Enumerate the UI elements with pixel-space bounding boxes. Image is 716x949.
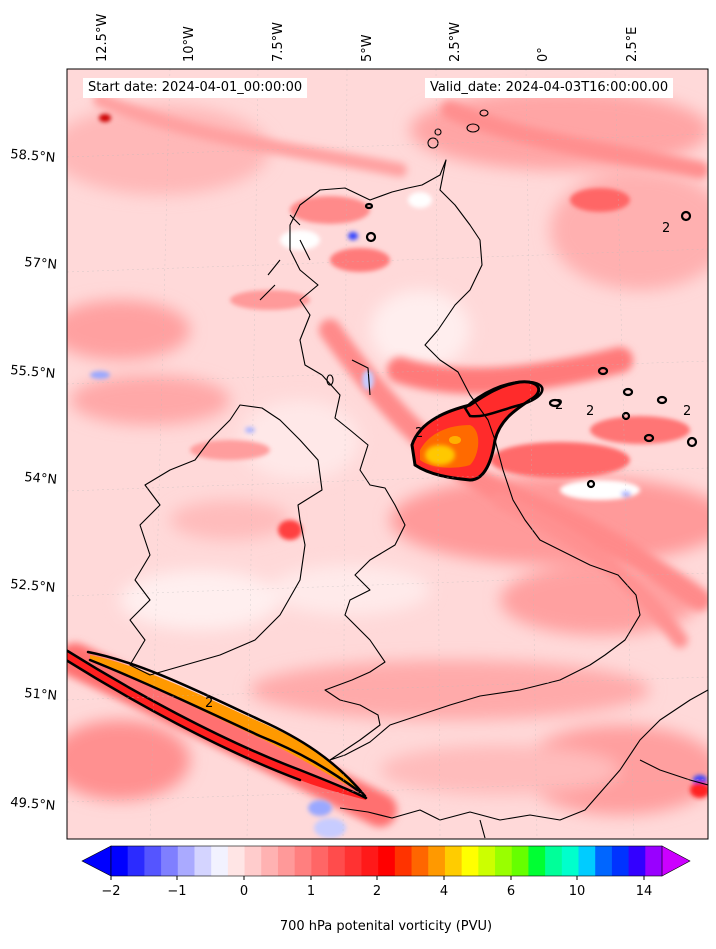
contour-label: 2 [662,221,670,236]
graticule [67,69,708,839]
colorbar-segment [645,846,663,876]
colorbar-tick-label: −1 [167,884,186,899]
colorbar-segment [227,846,246,876]
colorbar-tick-label: 6 [507,884,515,899]
contour-labels: 2 2 2 2 2 2 [205,221,691,711]
pv-small-features [90,114,708,838]
colorbar-extend-max [661,845,691,877]
lat-tick-label: 54°N [24,470,58,488]
colorbar-tick-label: 14 [636,884,653,899]
colorbar-segment [561,846,580,876]
colorbar-segment [111,846,129,876]
colorbar-segment [344,846,362,876]
map-frame [66,68,709,840]
colorbar-segment [311,846,329,876]
colorbar-segment [428,846,446,876]
colorbar-segment [444,846,463,876]
colorbar-segment [511,846,529,876]
contour-label: 2 [586,404,594,419]
colorbar-segment [528,846,546,876]
contour-label: 2 [555,398,563,413]
start-date-annotation: Start date: 2024-04-01_00:00:00 [83,78,308,98]
lat-tick-label: 58.5°N [10,147,56,166]
colorbar-tick-label: −2 [101,884,120,899]
map-area[interactable]: 2 2 2 2 2 2 [50,69,716,839]
colorbar-segment [394,846,413,876]
colorbar-segment [328,846,346,876]
colorbar-segment [361,846,379,876]
colorbar-tick-label: 4 [440,884,448,899]
pv-maximum-northern-england [410,380,544,482]
lat-tick-label: 55.5°N [10,363,56,382]
colorbar-segment [378,846,396,876]
colorbar-tick-label: 10 [569,884,586,899]
colorbar-outline [110,845,663,877]
colorbar-ticks: −2 −1 0 1 2 4 6 10 14 [101,876,652,899]
colorbar-segment [411,846,429,876]
lon-tick-label: 2.5°E [625,27,640,62]
colorbar-tick-label: 1 [307,884,315,899]
pv-contour-cells [364,202,698,489]
colorbar-label: 700 hPa potenital vorticity (PVU) [279,919,493,934]
coastlines [129,109,708,839]
lon-tick-label: 2.5°W [448,22,463,62]
colorbar-segment [161,846,179,876]
colorbar-tick-label: 0 [240,884,248,899]
coastline-france [339,689,708,821]
contour-label: 2 [415,426,423,441]
valid-date-annotation: Valid_date: 2024-04-03T16:00:00.00 [425,78,674,98]
lat-tick-label: 49.5°N [10,795,56,814]
colorbar [81,845,691,877]
colorbar-segment [495,846,513,876]
colorbar-segment [578,846,596,876]
coastline-ireland [129,404,323,676]
coastline-great-britain [289,159,641,761]
colorbar-segment [294,846,312,876]
colorbar-tick-label: 2 [373,884,381,899]
colorbar-segment [144,846,162,876]
colorbar-segment [545,846,563,876]
colorbar-segment [628,846,646,876]
colorbar-segment [177,846,195,876]
colorbar-segment [211,846,229,876]
colorbar-segment [261,846,279,876]
colorbar-segment [595,846,613,876]
lat-tick-label: 51°N [24,686,58,704]
contour-label: 2 [205,696,213,711]
colorbar-segment [127,846,145,876]
lon-tick-label: 7.5°W [271,22,286,62]
latitude-tick-labels: 58.5°N 57°N 55.5°N 54°N 52.5°N 51°N 49.5… [10,147,58,814]
lon-tick-label: 5°W [360,34,375,62]
lon-tick-label: 0° [536,47,551,62]
colorbar-segment [478,846,496,876]
colorbar-segment [277,846,296,876]
lon-tick-label: 10°W [182,26,197,62]
lon-tick-label: 12.5°W [95,14,110,62]
lat-tick-label: 52.5°N [10,577,56,596]
lat-tick-label: 57°N [24,255,58,273]
colorbar-extend-min [81,845,112,877]
colorbar-segment [244,846,262,876]
colorbar-segment [611,846,630,876]
colorbar-segment [194,846,212,876]
colorbar-segment [461,846,479,876]
longitude-tick-labels: 12.5°W 10°W 7.5°W 5°W 2.5°W 0° 2.5°E [95,14,640,62]
contour-label: 2 [683,404,691,419]
pv-streak-celtic-sea [67,649,368,800]
